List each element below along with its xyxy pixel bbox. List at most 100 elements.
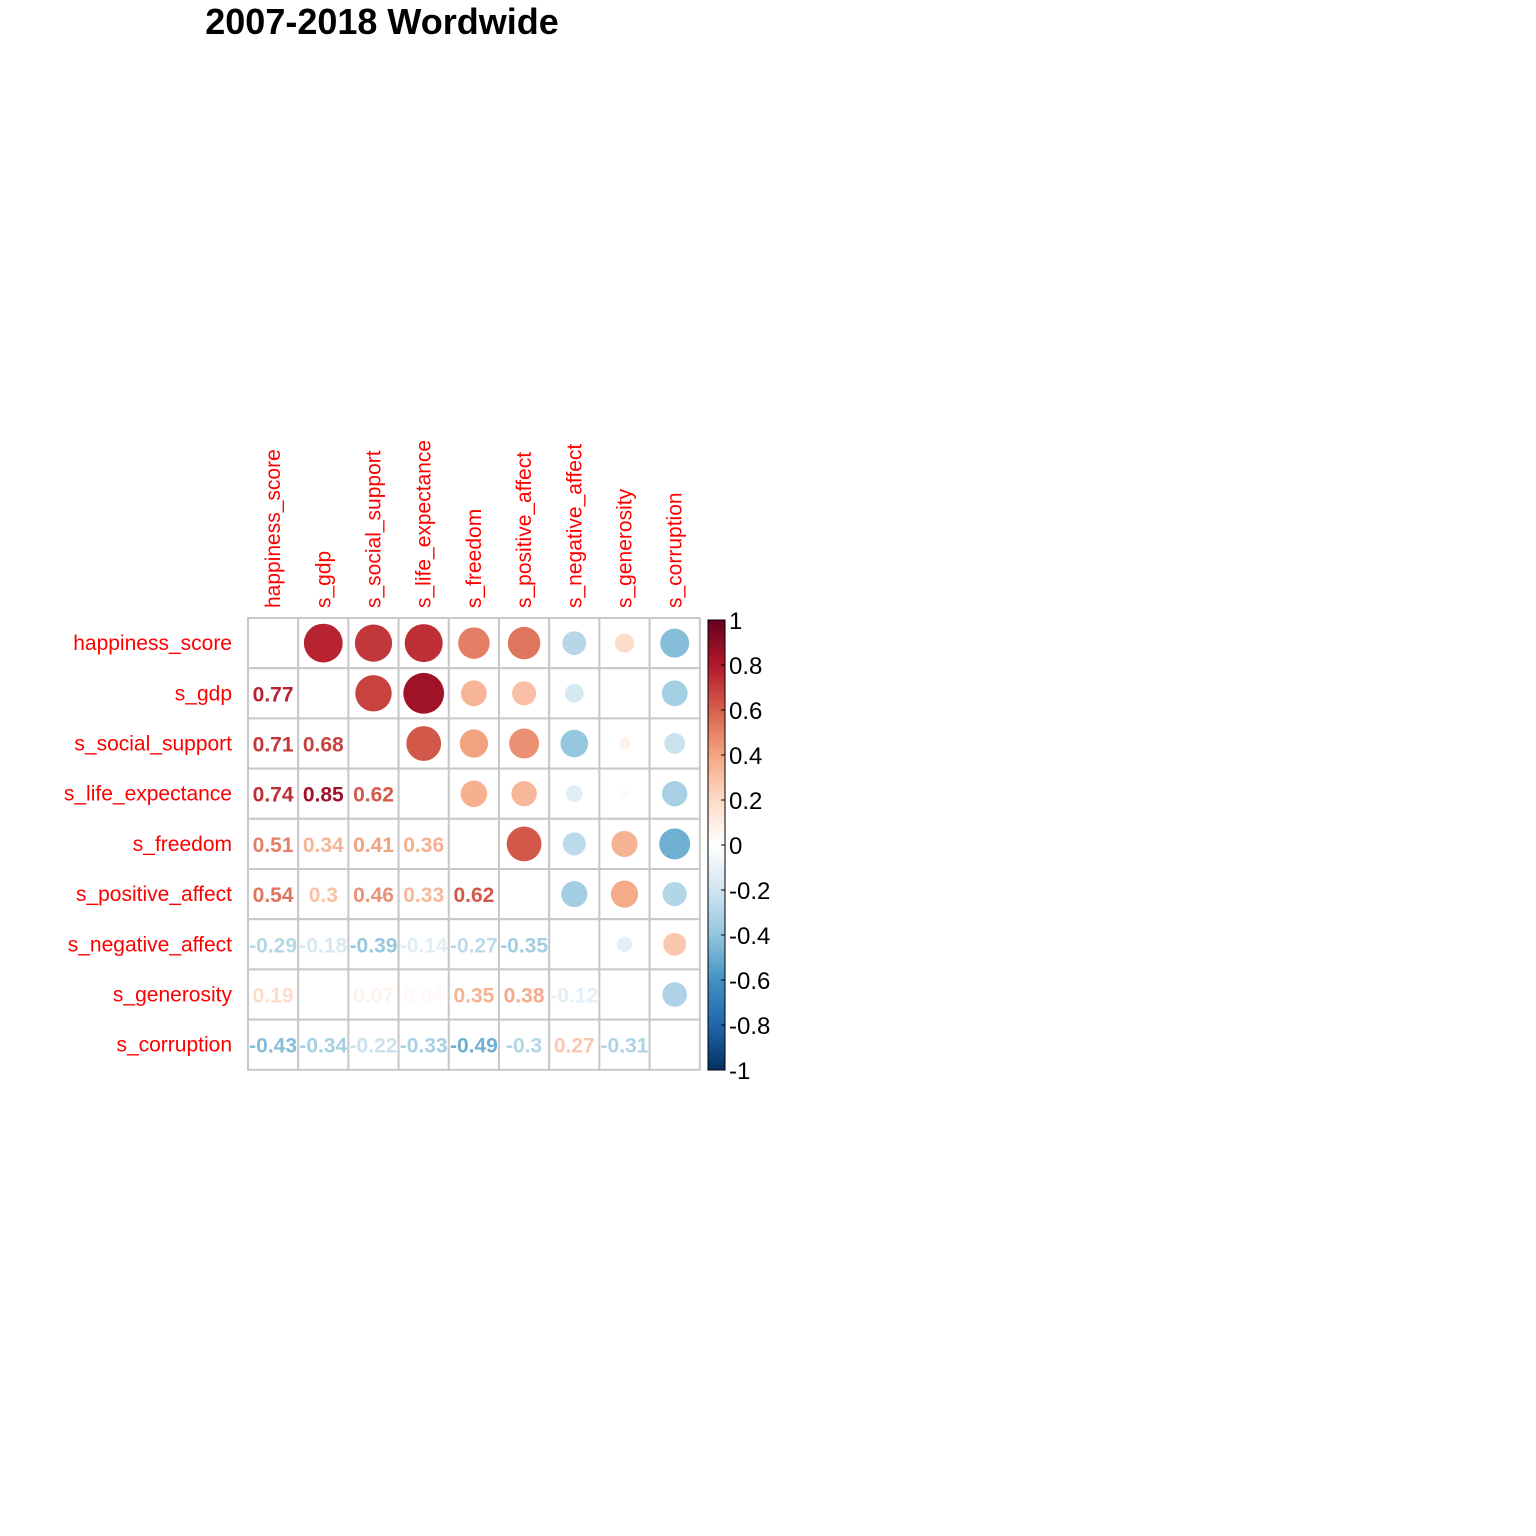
grid-cell (598, 717, 651, 770)
column-label: s_positive_affect (513, 452, 536, 608)
correlation-value: 0.35 (453, 985, 494, 1008)
correlation-value: -0.22 (350, 1035, 398, 1058)
column-label: s_freedom (463, 509, 486, 608)
legend-tick-label: 0.4 (729, 743, 762, 770)
row-label: s_social_support (74, 733, 232, 756)
row-label: s_negative_affect (68, 933, 232, 956)
legend-tick-label: -0.4 (729, 923, 770, 950)
column-label: s_life_expectance (413, 440, 436, 608)
column-labels: happiness_score s_gdp s_social_support s_li… (262, 440, 687, 608)
correlation-circle (562, 832, 586, 856)
grid-cell (498, 868, 551, 921)
correlation-circle (620, 789, 629, 799)
column-label: s_social_support (363, 450, 386, 608)
correlation-value: 0.74 (253, 784, 294, 807)
correlation-circle (660, 628, 690, 658)
correlation-value: -0.43 (249, 1035, 297, 1058)
correlation-circle (610, 880, 639, 908)
correlation-value: 0.36 (403, 834, 444, 857)
grid-cell (447, 968, 500, 1021)
color-legend: 1 0.8 0.6 0.4 0.2 0 -0.2 -0.4 -0.6 -0.8 -1 (707, 608, 770, 1085)
legend-tick-label: -0.6 (729, 968, 770, 995)
correlation-circle (564, 683, 584, 703)
correlation-circle (403, 672, 445, 714)
correlation-value: -0.34 (299, 1035, 347, 1058)
grid-cell (447, 1018, 500, 1071)
chart-title: 2007-2018 Wordwide (205, 1, 559, 42)
correlation-value: 0.3 (309, 884, 338, 907)
legend-tick-label: 1 (729, 608, 742, 635)
correlation-value: -0.14 (400, 934, 448, 957)
grid-cell (297, 918, 350, 971)
grid-cell (397, 767, 450, 820)
correlation-value: 0.77 (253, 683, 294, 706)
correlation-value: 0.41 (353, 834, 394, 857)
correlation-circle (406, 726, 442, 761)
grid-cell (548, 667, 601, 720)
row-labels: happiness_score s_gdp s_social_support s_li… (64, 632, 233, 1057)
grid-cell (447, 817, 500, 870)
correlation-circle (664, 733, 686, 754)
correlation-circle (611, 830, 638, 857)
correlation-circle (461, 680, 487, 707)
correlation-value: -0.35 (500, 934, 548, 957)
correlation-circle (661, 680, 688, 707)
grid-cell (247, 617, 300, 670)
grid-cell (548, 968, 601, 1021)
correlation-value: 0.71 (253, 734, 294, 757)
legend-tick-label: -1 (729, 1058, 750, 1085)
legend-tick-label: -0.8 (729, 1013, 770, 1040)
correlation-value: -0.12 (550, 985, 598, 1008)
grid-cell (347, 717, 400, 770)
column-label: s_negative_affect (563, 444, 586, 608)
row-label: s_life_expectance (64, 783, 232, 806)
correlation-value: 0.38 (504, 985, 545, 1008)
correlation-circle (614, 633, 635, 653)
correlation-circle (303, 623, 343, 663)
grid-cell (648, 1018, 701, 1071)
correlation-value: -0.18 (299, 934, 347, 957)
grid-cell (548, 1018, 601, 1071)
correlation-circle (662, 781, 688, 807)
column-label: happiness_score (262, 449, 285, 608)
correlation-value: 0.19 (253, 985, 294, 1008)
grid-cell (297, 968, 350, 1021)
correlation-circle (562, 631, 587, 655)
correlation-value: -0.3 (506, 1035, 542, 1058)
correlation-value: -0.31 (601, 1035, 649, 1058)
correlation-circle (404, 624, 443, 663)
correlation-circle (354, 624, 393, 662)
correlation-value: 0.33 (403, 884, 444, 907)
legend-tick-label: 0.2 (729, 788, 762, 815)
correlation-value: 0.34 (303, 834, 344, 857)
matrix-cells: 0.77 0.71 0.68 0.74 0.85 0.62 0.51 0.34 0.41 0.36… (247, 617, 701, 1071)
row-label: s_corruption (116, 1034, 232, 1057)
correlation-circle (663, 932, 687, 956)
row-label: s_positive_affect (76, 883, 232, 906)
legend-tick-label: 0.8 (729, 653, 762, 680)
correlation-value: -0.33 (400, 1035, 448, 1058)
grid-cell (247, 918, 300, 971)
correlation-circle (618, 737, 631, 750)
correlation-circle (507, 626, 541, 660)
grid-cell (648, 617, 701, 670)
row-label: s_gdp (175, 682, 232, 705)
correlation-circle (566, 785, 583, 802)
correlation-circle (509, 728, 540, 759)
grid-cell (598, 968, 651, 1021)
correlation-value: 0.27 (554, 1035, 595, 1058)
grid-cell (397, 918, 450, 971)
correlation-circle (511, 681, 537, 706)
correlation-value: -0.39 (350, 934, 398, 957)
column-label: s_gdp (312, 551, 335, 608)
correlation-circle (662, 882, 687, 907)
correlation-value: 0.68 (303, 734, 344, 757)
grid-cell (347, 918, 400, 971)
grid-cell (598, 667, 651, 720)
legend-tick-label: 0.6 (729, 698, 762, 725)
correlation-circle (561, 881, 588, 908)
grid-cell (297, 1018, 350, 1071)
correlation-value: 0.04 (403, 985, 444, 1008)
correlation-value: 0.51 (253, 834, 294, 857)
legend-tick-label: -0.2 (729, 878, 770, 905)
